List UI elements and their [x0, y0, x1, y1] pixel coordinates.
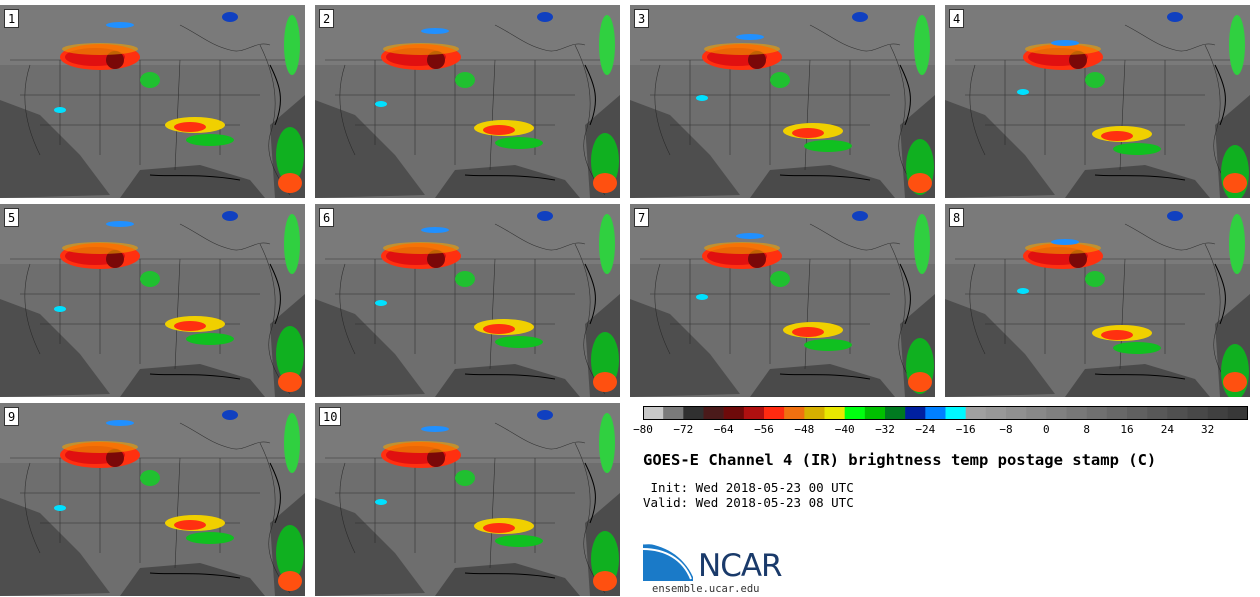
colorbar-swatch	[723, 406, 745, 420]
colorbar-tick-label: −24	[915, 423, 936, 436]
colorbar-swatch	[1127, 406, 1148, 420]
ir-map-panel: 3	[630, 5, 935, 198]
colorbar-swatch	[1026, 406, 1047, 420]
panel-number-label: 7	[634, 208, 650, 227]
colorbar-tick-label: −64	[713, 423, 734, 436]
valid-time: Valid: Wed 2018-05-23 08 UTC	[643, 495, 854, 510]
ir-satellite-map	[0, 5, 305, 198]
colorbar-swatch	[703, 406, 724, 420]
ncar-logo-text: NCAR	[698, 548, 783, 584]
colorbar-swatch	[844, 406, 866, 420]
colorbar-swatch	[864, 406, 886, 420]
colorbar-tick-label: −48	[794, 423, 815, 436]
colorbar-tick-label: −16	[955, 423, 976, 436]
ir-satellite-map	[630, 204, 935, 397]
colorbar-tick-labels: −80 −72 −64 −56 −48 −40 −32 −24 −16 −8 0 8 16 24 32	[633, 423, 1248, 437]
ir-map-panel: 10	[315, 403, 620, 596]
colorbar-swatch	[764, 406, 785, 420]
colorbar-tick-label: −40	[834, 423, 855, 436]
colorbar-tick-label: 32	[1201, 423, 1215, 436]
colorbar-swatch	[965, 406, 987, 420]
colorbar-swatch	[743, 406, 765, 420]
ir-map-panel: 2	[315, 5, 620, 198]
ir-satellite-map	[630, 5, 935, 198]
ir-map-panel: 5	[0, 204, 305, 397]
ir-map-panel: 9	[0, 403, 305, 596]
colorbar-swatch	[1207, 406, 1229, 420]
colorbar-swatch	[643, 406, 664, 420]
colorbar-swatch	[885, 406, 906, 420]
ir-map-panel: 6	[315, 204, 620, 397]
colorbar-swatch	[784, 406, 805, 420]
colorbar-swatch	[804, 406, 825, 420]
colorbar-swatch	[1106, 406, 1128, 420]
colorbar-tick-label: 0	[1043, 423, 1050, 436]
colorbar-swatch	[945, 406, 966, 420]
panel-number-label: 8	[949, 208, 965, 227]
ir-satellite-map	[0, 403, 305, 596]
colorbar-tick-label: −32	[875, 423, 895, 436]
colorbar-swatch	[1147, 406, 1168, 420]
colorbar-tick-label: −8	[999, 423, 1013, 436]
colorbar-tick-label: 24	[1160, 423, 1174, 436]
colorbar-swatch	[905, 406, 926, 420]
colorbar-tick-label: 8	[1083, 423, 1090, 436]
colorbar-border	[643, 406, 1248, 420]
colorbar-swatch	[1006, 406, 1027, 420]
colorbar-swatches	[643, 406, 1249, 420]
ir-satellite-map	[0, 204, 305, 397]
colorbar-swatch	[663, 406, 684, 420]
panel-number-label: 3	[634, 9, 650, 28]
colorbar-swatch	[985, 406, 1007, 420]
colorbar-swatch	[925, 406, 946, 420]
colorbar-swatch	[1066, 406, 1087, 420]
ir-satellite-map	[315, 204, 620, 397]
colorbar	[643, 405, 1249, 420]
colorbar-swatch	[1046, 406, 1067, 420]
ir-satellite-map	[315, 403, 620, 596]
panel-number-label: 6	[319, 208, 335, 227]
panel-number-label: 10	[319, 407, 342, 426]
colorbar-swatch	[1187, 406, 1208, 420]
ir-map-panel: 1	[0, 5, 305, 198]
colorbar-tick-label: 16	[1120, 423, 1134, 436]
ir-satellite-map	[315, 5, 620, 198]
colorbar-tick-label: −80	[633, 423, 653, 436]
panel-number-label: 4	[949, 9, 965, 28]
colorbar-swatch	[824, 406, 845, 420]
panel-number-label: 2	[319, 9, 335, 28]
colorbar-swatch	[1227, 406, 1249, 420]
init-time: Init: Wed 2018-05-23 00 UTC	[643, 480, 854, 495]
colorbar-tick-label: −72	[673, 423, 694, 436]
panel-number-label: 1	[4, 9, 20, 28]
site-url[interactable]: ensemble.ucar.edu	[652, 583, 760, 595]
ir-satellite-map	[945, 5, 1250, 198]
ir-satellite-map	[945, 204, 1250, 397]
panel-number-label: 5	[4, 208, 20, 227]
colorbar-swatch	[683, 406, 704, 420]
colorbar-swatch	[1086, 406, 1108, 420]
ir-map-panel: 8	[945, 204, 1250, 397]
colorbar-swatch	[1167, 406, 1188, 420]
ir-map-panel: 4	[945, 5, 1250, 198]
colorbar-tick-label: −56	[754, 423, 774, 436]
ncar-logo-icon	[643, 541, 697, 581]
ir-map-panel: 7	[630, 204, 935, 397]
panel-number-label: 9	[4, 407, 20, 426]
figure-title: GOES-E Channel 4 (IR) brightness temp po…	[643, 451, 1157, 469]
